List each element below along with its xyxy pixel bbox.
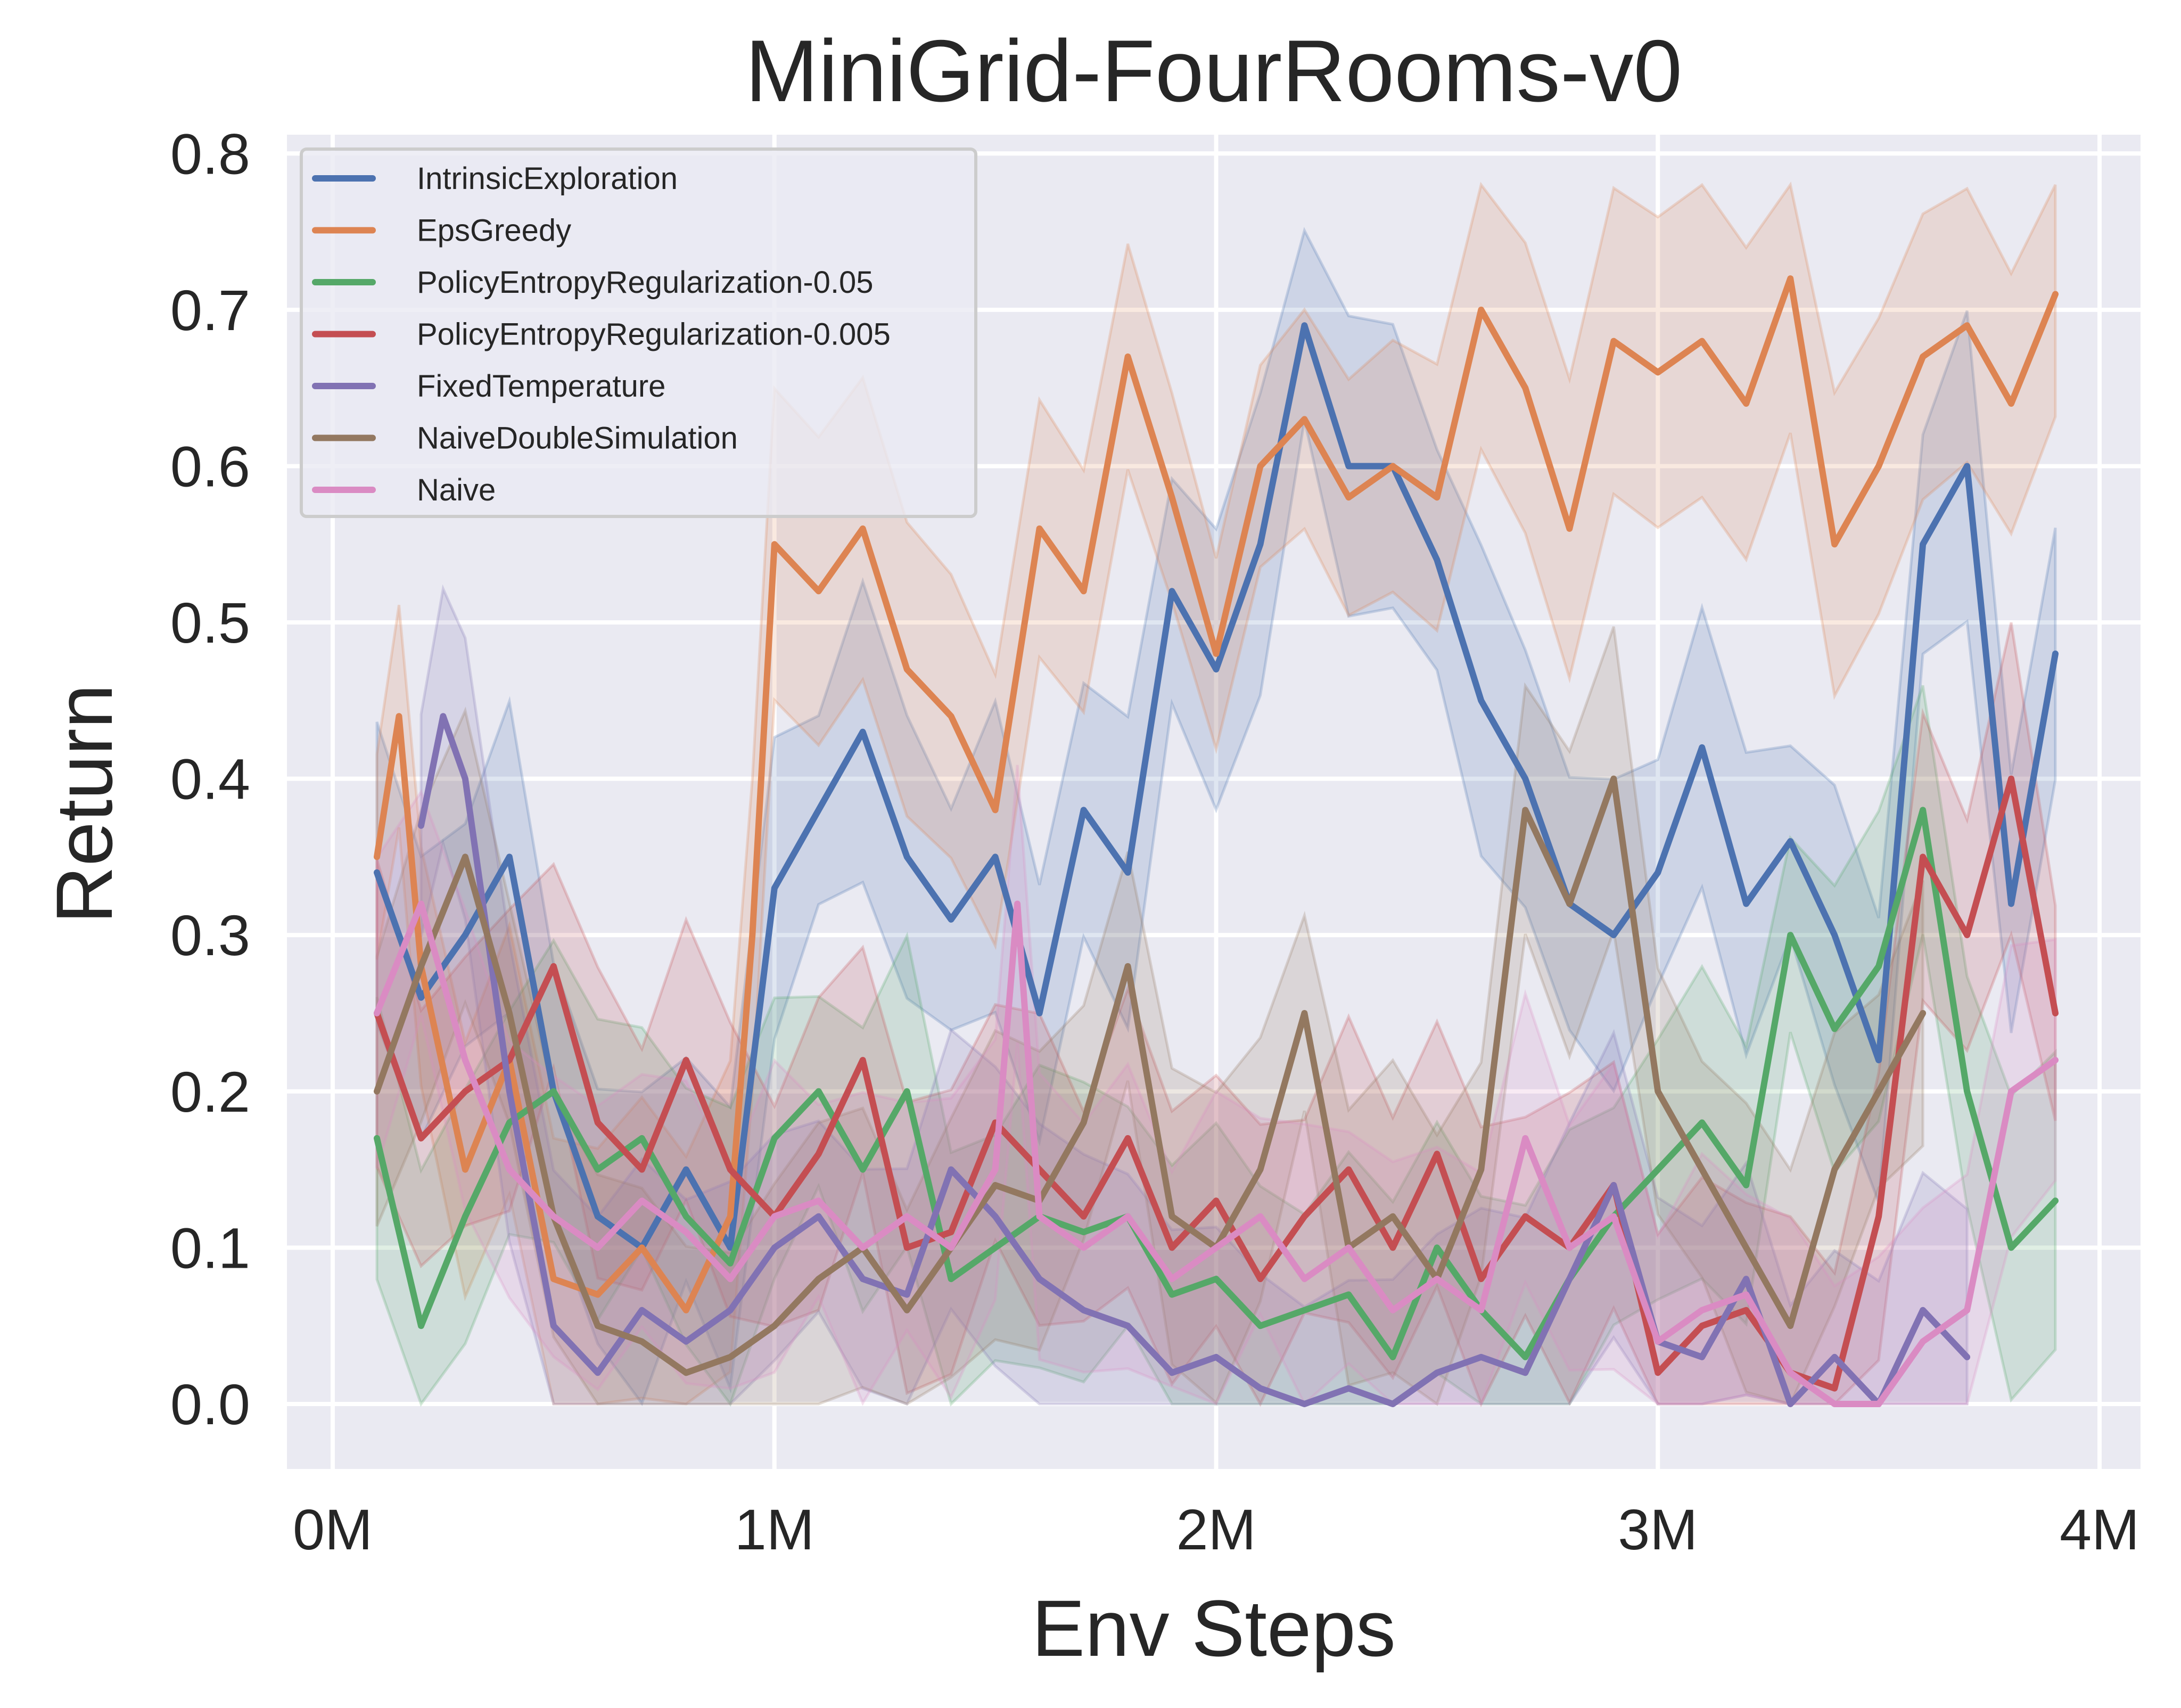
legend-label: IntrinsicExploration xyxy=(417,161,678,196)
x-tick-label: 2M xyxy=(1176,1497,1256,1562)
y-tick-label: 0.2 xyxy=(170,1060,250,1124)
confidence-band xyxy=(375,626,1924,1406)
y-tick-label: 0.3 xyxy=(170,903,250,967)
x-tick-label: 3M xyxy=(1618,1497,1698,1562)
legend-label: NaiveDoubleSimulation xyxy=(417,421,738,456)
x-tick-label: 1M xyxy=(735,1497,814,1562)
y-tick-label: 0.7 xyxy=(170,278,250,342)
y-tick-label: 0.4 xyxy=(170,747,250,811)
y-tick-label: 0.8 xyxy=(170,121,250,186)
y-tick-label: 0.5 xyxy=(170,590,250,655)
series-lines xyxy=(374,275,2059,1407)
series-line xyxy=(374,322,2059,1251)
confidence-band xyxy=(375,765,2057,1407)
series-line xyxy=(418,713,1971,1407)
legend-label: EpsGreedy xyxy=(417,214,571,248)
y-tick-label: 0.1 xyxy=(170,1216,250,1280)
x-tick-label: 0M xyxy=(293,1497,373,1562)
series-line xyxy=(374,900,2059,1407)
series-line xyxy=(374,275,2059,1313)
x-axis-label: Env Steps xyxy=(1032,1583,1396,1673)
confidence-band xyxy=(419,584,1969,1406)
series-line xyxy=(374,807,2059,1360)
y-axis-ticks: 0.0 0.1 0.2 0.3 0.4 0.5 0.6 0.7 0.8 xyxy=(170,121,250,1436)
y-tick-label: 0.6 xyxy=(170,434,250,498)
legend-label: PolicyEntropyRegularization-0.005 xyxy=(417,317,891,352)
chart-title: MiniGrid-FourRooms-v0 xyxy=(745,22,1682,120)
y-tick-label: 0.0 xyxy=(170,1372,250,1436)
legend-label: FixedTemperature xyxy=(417,369,665,404)
series-line xyxy=(374,775,1927,1376)
x-tick-label: 4M xyxy=(2060,1497,2139,1562)
legend-label: Naive xyxy=(417,473,496,507)
y-axis-label: Return xyxy=(39,684,129,924)
legend-box xyxy=(300,147,977,518)
legend-label: PolicyEntropyRegularization-0.05 xyxy=(417,265,874,300)
x-axis-ticks: 0M 1M 2M 3M 4M xyxy=(293,1497,2139,1562)
legend: IntrinsicExploration EpsGreedy PolicyEntro… xyxy=(300,147,977,518)
